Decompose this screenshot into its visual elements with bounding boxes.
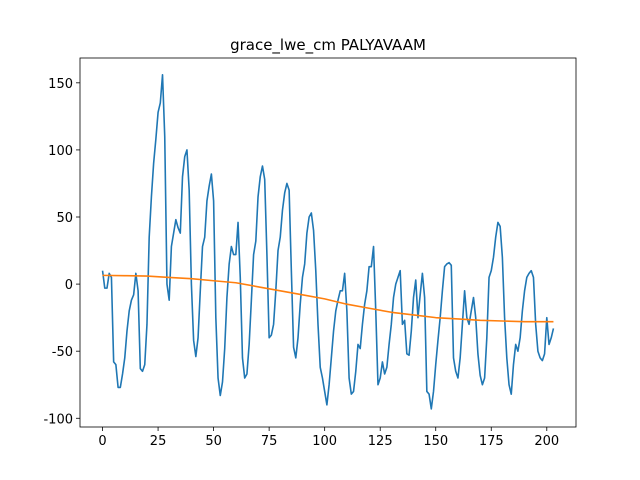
x-tick-label: 175 [479, 434, 504, 449]
x-tick-label: 0 [98, 434, 106, 449]
line-series [101, 73, 555, 410]
x-tick-label: 100 [312, 434, 337, 449]
plot-frame [79, 57, 577, 428]
y-tick-label: 100 [48, 144, 73, 159]
x-tick-label: 25 [150, 434, 167, 449]
line-series [102, 274, 554, 323]
y-tick-label: 50 [56, 211, 73, 226]
y-tick-label: 150 [48, 77, 73, 92]
x-tick-label: 125 [368, 434, 393, 449]
x-tick-label: 50 [205, 434, 222, 449]
y-tick-label: -50 [52, 345, 73, 360]
x-tick-label: 75 [261, 434, 278, 449]
y-tick-label: 0 [65, 278, 73, 293]
y-tick-label: -100 [43, 412, 73, 427]
chart-title: grace_lwe_cm PALYAVAAM [230, 36, 426, 55]
x-tick-label: 150 [423, 434, 448, 449]
x-tick-label: 200 [534, 434, 559, 449]
